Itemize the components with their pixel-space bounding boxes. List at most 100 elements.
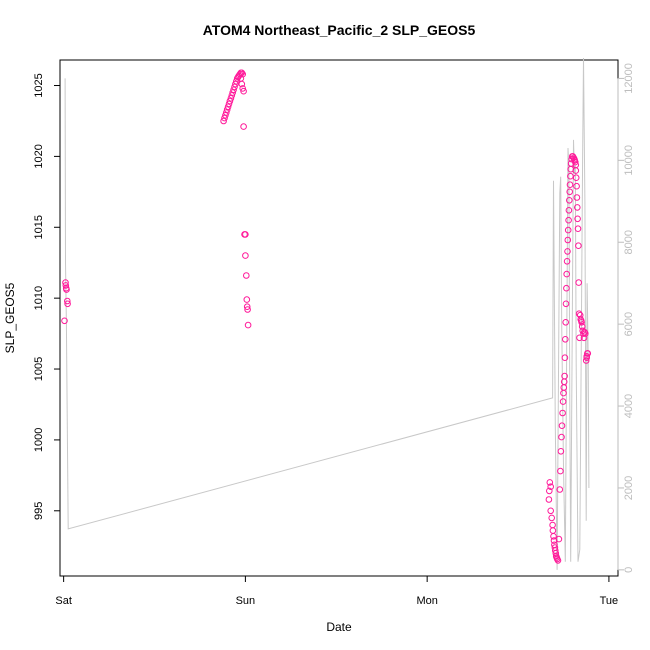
data-point [572,158,579,166]
data-point [574,225,582,232]
data-point [565,207,573,214]
data-point [583,354,591,362]
data-point [230,86,237,94]
x-axis-label: Date [326,620,352,634]
slp-points-series [61,69,592,564]
data-point [562,300,570,308]
data-point [562,336,569,343]
data-point [560,384,568,391]
data-point [582,330,589,337]
data-point [244,306,251,313]
data-point [558,433,565,441]
data-point [564,236,572,244]
right-tick-label: 12000 [623,63,635,94]
right-y-axis: 0 2000 4000 6000 8000 10000 12000 [617,63,635,573]
data-point [242,231,249,238]
data-point [560,389,567,397]
y-axis-label: SLP_GEOS5 [3,282,17,353]
chart-title: ATOM4 Northeast_Pacific_2 SLP_GEOS5 [203,22,476,38]
data-point [557,467,564,475]
data-point [64,297,71,305]
data-point [556,486,564,493]
plot-frame [59,59,619,577]
data-point [562,319,570,326]
left-tick-label: 1020 [33,144,45,168]
data-point [563,270,571,278]
left-y-axis: 995 1000 1005 1010 1015 1020 1025 [33,73,61,520]
data-point [546,487,553,495]
data-point [228,92,236,99]
x-tick-label: Sun [236,595,256,607]
right-tick-label: 8000 [623,230,635,254]
data-point [239,85,246,92]
data-point [566,181,574,188]
data-point [575,310,583,318]
data-point [573,194,581,201]
data-point [576,334,583,342]
right-tick-label: 0 [623,567,635,573]
data-point [561,372,568,380]
data-point [548,514,556,522]
data-point [550,533,557,540]
data-point [547,507,555,515]
right-tick-label: 10000 [623,145,635,176]
series-line [64,57,590,570]
data-point [62,282,70,289]
data-point [240,87,247,95]
left-tick-label: 1005 [33,357,45,381]
data-point [564,226,572,234]
data-point [582,357,590,364]
data-point [578,319,585,326]
data-point [574,204,581,211]
data-point [573,182,580,190]
data-point [243,296,251,303]
data-point [575,242,582,249]
right-tick-label: 4000 [623,394,635,418]
data-point [227,95,235,102]
data-point [244,321,252,329]
data-point [242,252,249,259]
data-point [561,354,569,362]
data-point [554,557,562,564]
left-tick-label: 1010 [33,286,45,310]
data-point [221,114,228,122]
data-point [547,483,555,491]
data-point [566,197,573,204]
data-point [584,350,592,357]
data-point [567,172,574,180]
data-point [61,317,68,325]
x-tick-label: Mon [416,595,437,607]
left-tick-label: 1015 [33,215,45,239]
data-point [546,479,554,486]
data-point [566,188,574,196]
data-point [572,174,580,181]
data-point [243,272,250,279]
data-point [240,123,247,130]
left-tick-label: 1000 [33,428,45,452]
data-point [575,279,583,286]
x-tick-label: Sat [55,595,72,607]
data-point [223,109,230,116]
data-point [580,330,587,337]
data-point [63,286,70,293]
data-point [559,409,566,417]
data-point [224,103,232,111]
data-point [578,323,586,330]
left-tick-label: 1025 [33,73,45,97]
right-tick-label: 2000 [623,476,635,500]
data-point [222,112,229,119]
data-point [564,248,571,255]
data-point [558,422,566,430]
data-point [231,83,238,91]
left-tick-label: 995 [33,502,45,520]
data-point [559,398,567,405]
secondary-line-series [64,57,590,570]
data-point [238,80,246,88]
data-point [232,80,239,88]
x-axis: Sat Sun Mon Tue [55,575,618,607]
data-point [555,535,563,543]
data-point [574,215,581,223]
data-point [563,258,571,265]
data-point [64,300,71,308]
